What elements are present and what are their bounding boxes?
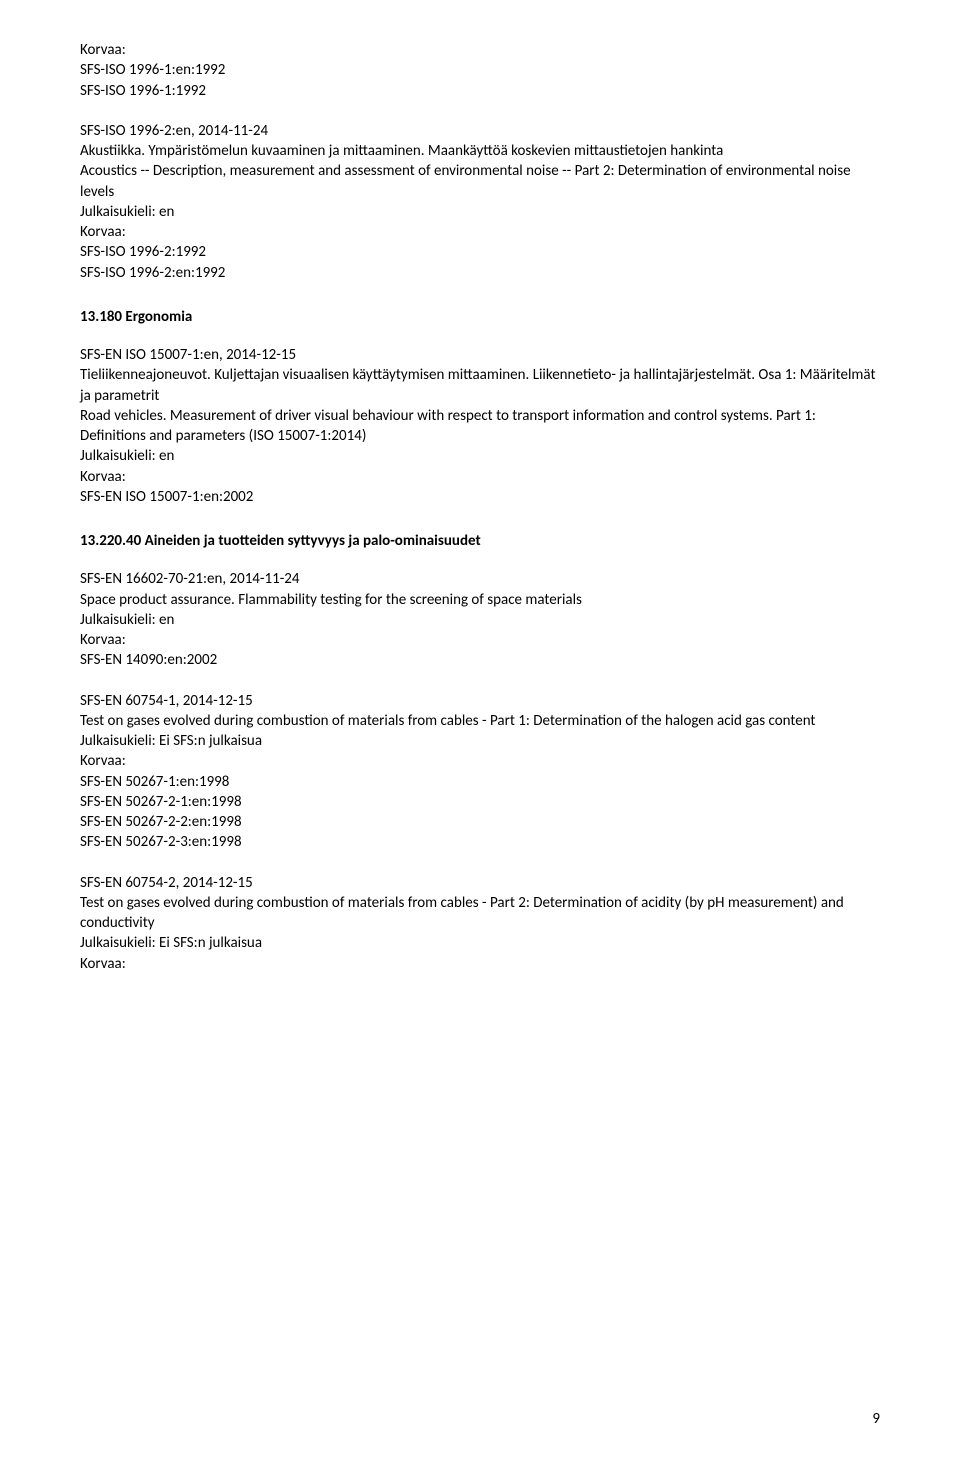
- entry-line: SFS-EN 60754-2, 2014-12-15: [80, 873, 880, 893]
- section-heading: 13.220.40 Aineiden ja tuotteiden syttyvy…: [80, 531, 880, 551]
- standard-entry: SFS-EN 60754-1, 2014-12-15Test on gases …: [80, 691, 880, 853]
- document-page: Korvaa:SFS-ISO 1996-1:en:1992SFS-ISO 199…: [0, 0, 960, 1459]
- entry-line: SFS-EN 60754-1, 2014-12-15: [80, 691, 880, 711]
- standard-entry: SFS-ISO 1996-2:en, 2014-11-24Akustiikka.…: [80, 121, 880, 283]
- entry-line: Julkaisukieli: en: [80, 610, 880, 630]
- entry-line: SFS-EN 50267-2-3:en:1998: [80, 832, 880, 852]
- entry-line: Korvaa:: [80, 954, 880, 974]
- entry-line: SFS-ISO 1996-1:1992: [80, 81, 880, 101]
- entry-line: SFS-EN 50267-1:en:1998: [80, 772, 880, 792]
- entry-line: SFS-ISO 1996-2:en:1992: [80, 263, 880, 283]
- entry-line: SFS-EN 50267-2-1:en:1998: [80, 792, 880, 812]
- entry-line: Julkaisukieli: Ei SFS:n julkaisua: [80, 933, 880, 953]
- section-heading: 13.180 Ergonomia: [80, 307, 880, 327]
- entry-line: Julkaisukieli: Ei SFS:n julkaisua: [80, 731, 880, 751]
- entry-line: Road vehicles. Measurement of driver vis…: [80, 406, 880, 447]
- entry-line: SFS-ISO 1996-2:en, 2014-11-24: [80, 121, 880, 141]
- page-number: 9: [872, 1409, 880, 1429]
- standard-entry: SFS-EN 60754-2, 2014-12-15Test on gases …: [80, 873, 880, 974]
- entry-line: SFS-EN ISO 15007-1:en, 2014-12-15: [80, 345, 880, 365]
- entry-line: Korvaa:: [80, 222, 880, 242]
- entry-line: Korvaa:: [80, 467, 880, 487]
- entry-line: Acoustics -- Description, measurement an…: [80, 161, 880, 202]
- standard-entry: Korvaa:SFS-ISO 1996-1:en:1992SFS-ISO 199…: [80, 40, 880, 101]
- entry-line: SFS-ISO 1996-2:1992: [80, 242, 880, 262]
- entry-line: Test on gases evolved during combustion …: [80, 711, 880, 731]
- entry-line: SFS-EN 14090:en:2002: [80, 650, 880, 670]
- entry-line: SFS-EN 50267-2-2:en:1998: [80, 812, 880, 832]
- standard-entry: SFS-EN 16602-70-21:en, 2014-11-24Space p…: [80, 569, 880, 670]
- entry-line: SFS-ISO 1996-1:en:1992: [80, 60, 880, 80]
- entry-line: Korvaa:: [80, 751, 880, 771]
- entry-line: Akustiikka. Ympäristömelun kuvaaminen ja…: [80, 141, 880, 161]
- document-content: Korvaa:SFS-ISO 1996-1:en:1992SFS-ISO 199…: [80, 40, 880, 974]
- entry-line: SFS-EN 16602-70-21:en, 2014-11-24: [80, 569, 880, 589]
- entry-line: SFS-EN ISO 15007-1:en:2002: [80, 487, 880, 507]
- entry-line: Korvaa:: [80, 40, 880, 60]
- entry-line: Julkaisukieli: en: [80, 202, 880, 222]
- standard-entry: SFS-EN ISO 15007-1:en, 2014-12-15Tieliik…: [80, 345, 880, 507]
- entry-line: Korvaa:: [80, 630, 880, 650]
- entry-line: Space product assurance. Flammability te…: [80, 590, 880, 610]
- entry-line: Test on gases evolved during combustion …: [80, 893, 880, 934]
- entry-line: Julkaisukieli: en: [80, 446, 880, 466]
- entry-line: Tieliikenneajoneuvot. Kuljettajan visuaa…: [80, 365, 880, 406]
